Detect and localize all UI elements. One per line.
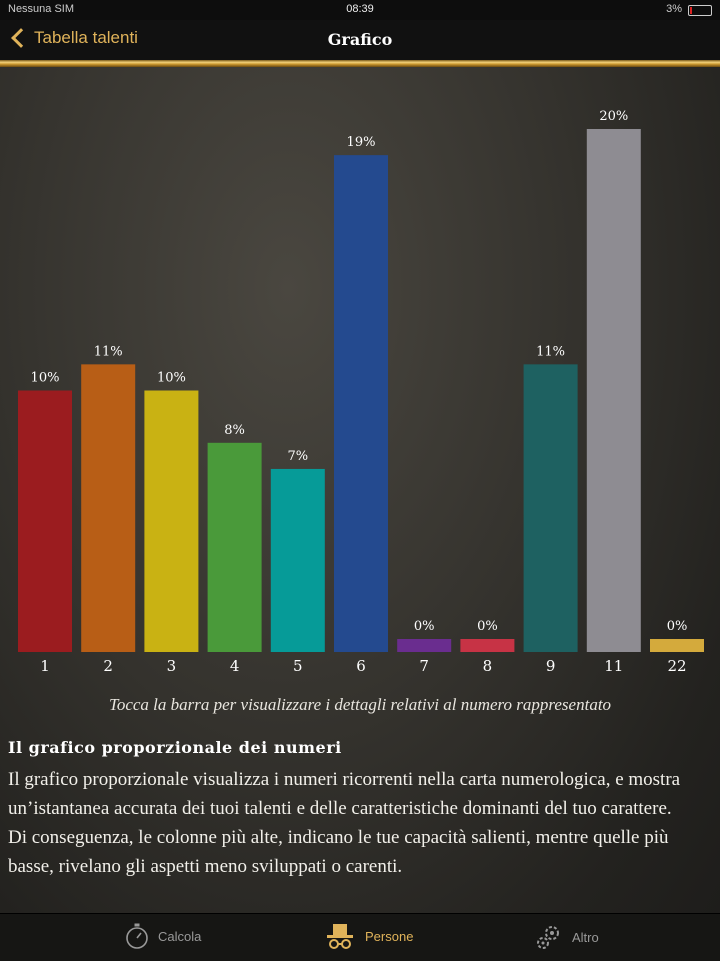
bar-6[interactable] xyxy=(334,155,388,652)
category-label-8: 8 xyxy=(483,657,493,675)
data-label-2: 11% xyxy=(94,344,123,359)
tab-label: Calcola xyxy=(158,928,202,944)
tab-bar: Calcola Persone Altro xyxy=(0,913,720,961)
category-label-11: 11 xyxy=(604,657,623,675)
category-label-1: 1 xyxy=(40,657,50,675)
tab-altro[interactable]: Altro xyxy=(534,922,599,952)
battery-percent: 3% xyxy=(666,3,682,15)
hint-text: Tocca la barra per visualizzare i dettag… xyxy=(108,695,612,714)
carrier-text: Nessuna SIM xyxy=(8,3,75,15)
category-label-22: 22 xyxy=(667,657,686,675)
data-label-3: 10% xyxy=(157,371,186,386)
gears-icon xyxy=(537,926,559,949)
bar-7[interactable] xyxy=(397,639,452,652)
section-heading: Il grafico proporzionale dei numeri xyxy=(8,738,342,757)
nav-bar: Tabella talenti Grafico xyxy=(0,20,720,60)
bar-chart: 10% 1 11% 2 10% 3 8% 4 7% 5 19% 6 0% 7 0% 8 11% 9 20% 11 0% 2… xyxy=(0,67,720,677)
data-label-22: 0% xyxy=(667,619,688,634)
gold-divider xyxy=(0,60,720,67)
back-button[interactable]: Tabella talenti xyxy=(10,28,138,48)
data-label-6: 19% xyxy=(347,135,376,150)
data-label-4: 8% xyxy=(224,423,245,438)
category-label-6: 6 xyxy=(356,657,366,675)
stopwatch-icon xyxy=(126,923,148,949)
page-title: Grafico xyxy=(327,30,393,49)
category-label-2: 2 xyxy=(103,657,113,675)
data-label-8: 0% xyxy=(477,619,498,634)
bar-22[interactable] xyxy=(650,639,704,652)
data-label-7: 0% xyxy=(414,619,435,634)
category-label-9: 9 xyxy=(546,657,556,675)
status-bar: Nessuna SIM 08:39 3% xyxy=(0,0,720,20)
bar-2[interactable] xyxy=(81,364,136,652)
category-label-4: 4 xyxy=(230,657,240,675)
bar-3[interactable] xyxy=(144,390,199,653)
clock: 08:39 xyxy=(346,3,374,15)
tab-label: Persone xyxy=(365,928,414,944)
description-section: Il grafico proporzionale dei numeri Il g… xyxy=(8,738,712,881)
category-label-5: 5 xyxy=(293,657,303,675)
category-label-3: 3 xyxy=(167,657,177,675)
bar-11[interactable] xyxy=(586,129,641,652)
data-label-1: 10% xyxy=(31,371,60,386)
battery-icon xyxy=(688,5,712,16)
tab-label: Altro xyxy=(572,929,599,945)
bar-1[interactable] xyxy=(18,390,72,653)
category-label-7: 7 xyxy=(419,657,429,675)
bar-4[interactable] xyxy=(207,442,262,652)
bar-5[interactable] xyxy=(270,468,325,652)
section-paragraph-2: Di conseguenza, le colonne più alte, ind… xyxy=(8,827,669,877)
bar-8[interactable] xyxy=(460,639,515,652)
bar-9[interactable] xyxy=(523,364,578,652)
top-hat-glasses-icon xyxy=(327,924,353,949)
data-label-11: 20% xyxy=(599,109,628,124)
back-label: Tabella talenti xyxy=(34,28,138,47)
tab-persone[interactable]: Persone xyxy=(323,922,413,950)
data-label-9: 11% xyxy=(536,344,565,359)
tab-calcola[interactable]: Calcola xyxy=(124,922,201,950)
section-paragraph-1: Il grafico proporzionale visualizza i nu… xyxy=(8,769,681,819)
chart-svg: 10% 1 11% 2 10% 3 8% 4 7% 5 19% 6 0% 7 0% 8 11% 9 20% 11 0% 2… xyxy=(18,109,704,675)
data-label-5: 7% xyxy=(287,449,308,464)
